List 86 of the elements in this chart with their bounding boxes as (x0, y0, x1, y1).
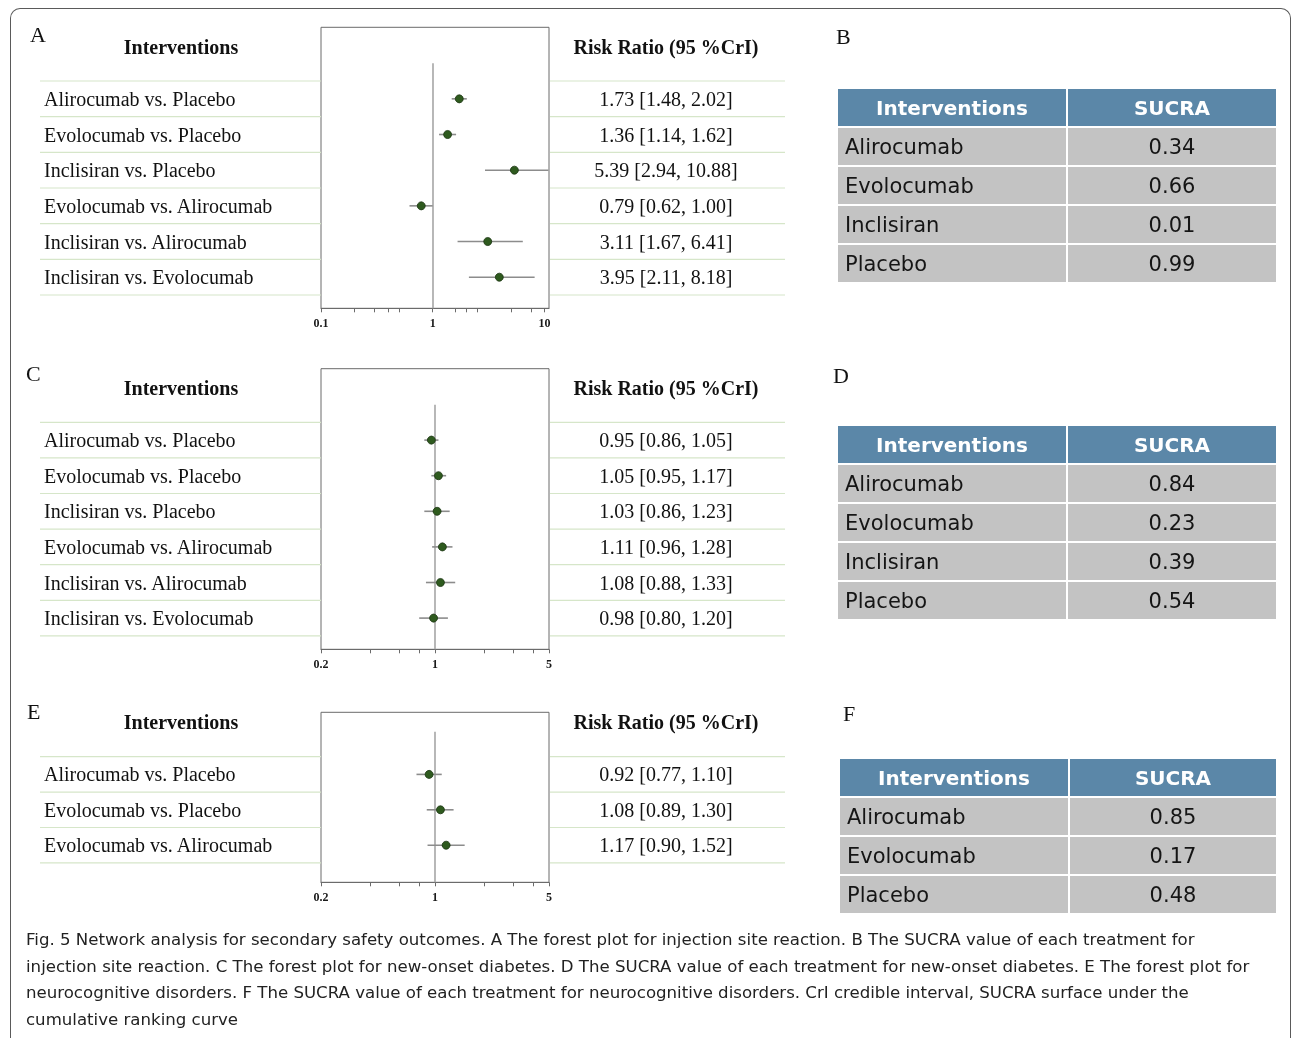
y-tick-label: Inclisiran vs. Evolocumab (44, 266, 254, 289)
point (436, 578, 445, 587)
point (429, 613, 438, 623)
y-tick-label: Inclisiran vs. Alirocumab (44, 571, 247, 594)
category-label: Evolocumab (837, 166, 1067, 205)
point (432, 506, 442, 516)
data-label: 1.08 [0.88, 1.33] (599, 571, 733, 594)
category-label: Placebo (837, 244, 1067, 283)
category-label: Inclisiran (837, 542, 1067, 581)
data-label: 1.05 [0.95, 1.17] (599, 464, 733, 487)
x-tick-label: 10 (538, 316, 551, 331)
y2-axis-title: Risk Ratio (95 %CrI) (573, 36, 759, 59)
data-label: 0.79 [0.62, 1.00] (599, 194, 733, 217)
x-tick-label: 1 (429, 316, 436, 331)
data-label: 0.66 (1067, 166, 1277, 205)
y-tick-label: Evolocumab vs. Alirocumab (44, 194, 273, 217)
text: E (27, 698, 41, 724)
y-axis-title: Interventions (123, 377, 239, 399)
data-label: 0.17 (1069, 836, 1277, 875)
text: Interventions (839, 758, 1069, 797)
data-label: 0.01 (1067, 205, 1277, 244)
y2-axis-title: Risk Ratio (95 %CrI) (573, 711, 759, 734)
y-tick-label: Inclisiran vs. Alirocumab (44, 230, 247, 253)
data-label: 0.48 (1069, 875, 1277, 914)
category-label: Alirocumab (837, 464, 1067, 503)
data-label: 0.39 (1067, 542, 1277, 581)
data-label: 0.54 (1067, 581, 1277, 620)
data-label: 0.85 (1069, 797, 1277, 836)
data-label: 0.84 (1067, 464, 1277, 503)
x-tick-label: 0.1 (313, 316, 329, 331)
y-tick-label: Evolocumab vs. Placebo (44, 464, 242, 487)
point (426, 435, 436, 445)
text: D (833, 363, 849, 389)
y-tick-label: Evolocumab vs. Placebo (44, 123, 242, 146)
y-tick-label: Inclisiran vs. Placebo (44, 159, 216, 182)
y2-axis-title: Risk Ratio (95 %CrI) (573, 377, 759, 400)
text: SUCRA (1067, 88, 1277, 127)
data-label: 0.95 [0.86, 1.05] (599, 429, 733, 452)
y-tick-label: Evolocumab vs. Alirocumab (44, 834, 273, 857)
x-tick-label: 0.2 (313, 890, 329, 905)
category-label: Evolocumab (839, 836, 1069, 875)
data-label: 0.92 [0.77, 1.10] (599, 763, 733, 786)
x-tick-label: 0.2 (313, 657, 329, 672)
text: B (836, 24, 851, 50)
x-tick-label: 1 (432, 657, 438, 672)
point (434, 471, 443, 481)
text: A (30, 21, 46, 47)
text: Interventions (837, 88, 1067, 127)
text: SUCRA (1069, 758, 1277, 797)
y-tick-label: Evolocumab vs. Alirocumab (44, 535, 273, 558)
text: SUCRA (1067, 425, 1277, 464)
category-label: Alirocumab (837, 127, 1067, 166)
y-axis-title: Interventions (123, 711, 239, 733)
data-label: 5.39 [2.94, 10.88] (594, 159, 738, 182)
data-label: 1.36 [1.14, 1.62] (599, 123, 733, 146)
category-label: Evolocumab (837, 503, 1067, 542)
data-label: 0.23 (1067, 503, 1277, 542)
x-tick-label: 1 (432, 890, 438, 905)
category-label: Alirocumab (839, 797, 1069, 836)
data-label: 1.08 [0.89, 1.30] (599, 798, 733, 821)
text: F (843, 701, 856, 727)
data-label: 3.11 [1.67, 6.41] (599, 230, 733, 253)
point (438, 542, 447, 552)
data-label: 3.95 [2.11, 8.18] (599, 266, 733, 289)
data-label: 0.99 (1067, 244, 1277, 283)
y-tick-label: Inclisiran vs. Placebo (44, 500, 216, 523)
data-label: 1.73 [1.48, 2.02] (599, 87, 733, 110)
category-label: Placebo (837, 581, 1067, 620)
data-label: 1.17 [0.90, 1.52] (599, 834, 733, 857)
data-label: 0.98 [0.80, 1.20] (599, 607, 733, 630)
data-label: 1.11 [0.96, 1.28] (599, 535, 733, 558)
text: C (26, 360, 41, 386)
category-label: Placebo (839, 875, 1069, 914)
x-tick-label: 5 (546, 890, 552, 905)
data-label: 0.34 (1067, 127, 1277, 166)
data-label: 1.03 [0.86, 1.23] (599, 500, 733, 523)
y-tick-label: Evolocumab vs. Placebo (44, 798, 242, 821)
caption: Fig. 5 Network analysis for secondary safety outcomes. A The forest plot for injection site reaction. B The SUCRA value of each treatment for injection site reaction. C The forest plot for new-onset diabetes. D The SUCRA value of each treatment for new-onset diabetes. E The forest plot for neurocognitive disorders. F The SUCRA value of each treatment for neurocognitive disorders. CrI credible interval, SUCRA surface under the cumulative ranking curve (26, 929, 1251, 1031)
y-tick-label: Alirocumab vs. Placebo (44, 763, 236, 786)
category-label: Inclisiran (837, 205, 1067, 244)
y-tick-label: Alirocumab vs. Placebo (44, 429, 236, 452)
y-tick-label: Alirocumab vs. Placebo (44, 87, 236, 110)
x-tick-label: 5 (546, 657, 552, 672)
y-tick-label: Inclisiran vs. Evolocumab (44, 607, 254, 630)
text: Interventions (837, 425, 1067, 464)
y-axis-title: Interventions (123, 36, 239, 58)
